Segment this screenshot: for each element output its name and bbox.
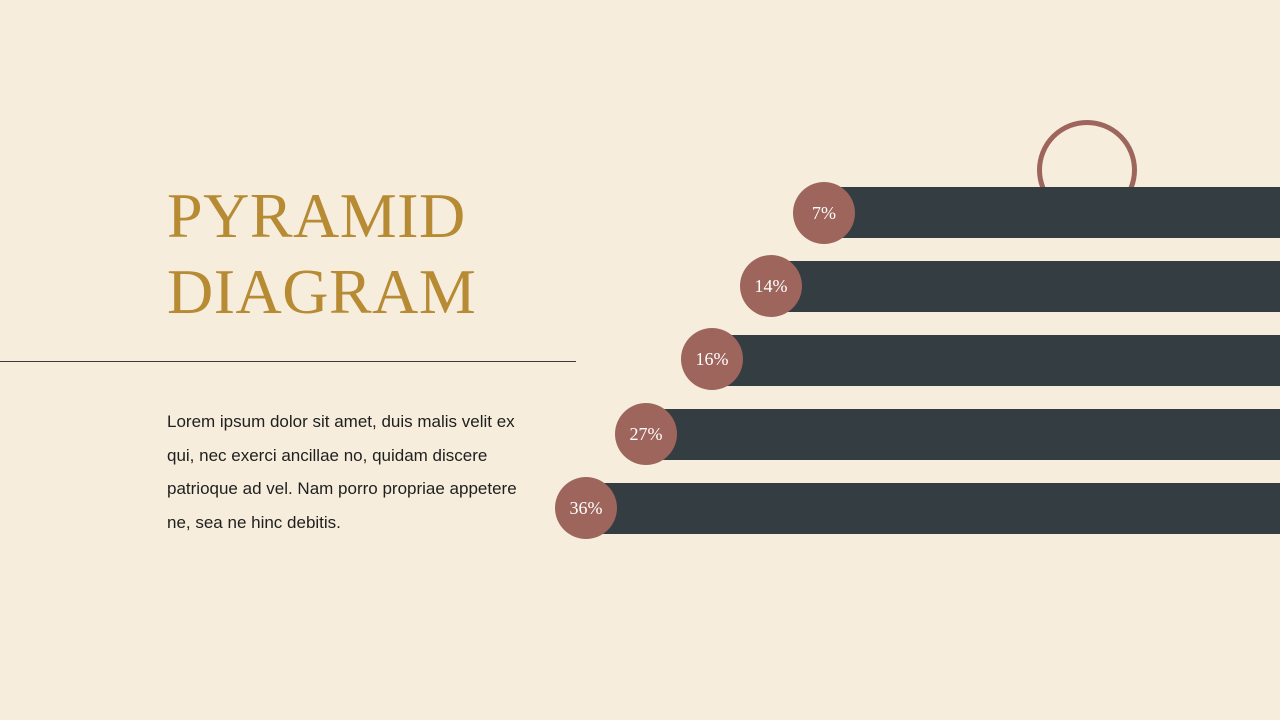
title-line-2: DIAGRAM <box>167 256 477 327</box>
pyramid-bar-2 <box>770 261 1280 312</box>
divider-line <box>0 361 576 362</box>
pyramid-badge-4: 27% <box>615 403 677 465</box>
pyramid-bar-5 <box>585 483 1280 534</box>
body-text: Lorem ipsum dolor sit amet, duis malis v… <box>167 412 517 532</box>
pyramid-badge-1: 7% <box>793 182 855 244</box>
pyramid-badge-5: 36% <box>555 477 617 539</box>
slide-title: PYRAMID DIAGRAM <box>167 178 476 330</box>
pyramid-badge-3: 16% <box>681 328 743 390</box>
pyramid-bar-3 <box>712 335 1280 386</box>
pyramid-bar-4 <box>645 409 1280 460</box>
pyramid-bar-1 <box>823 187 1280 238</box>
title-line-1: PYRAMID <box>167 180 466 251</box>
pyramid-badge-2: 14% <box>740 255 802 317</box>
